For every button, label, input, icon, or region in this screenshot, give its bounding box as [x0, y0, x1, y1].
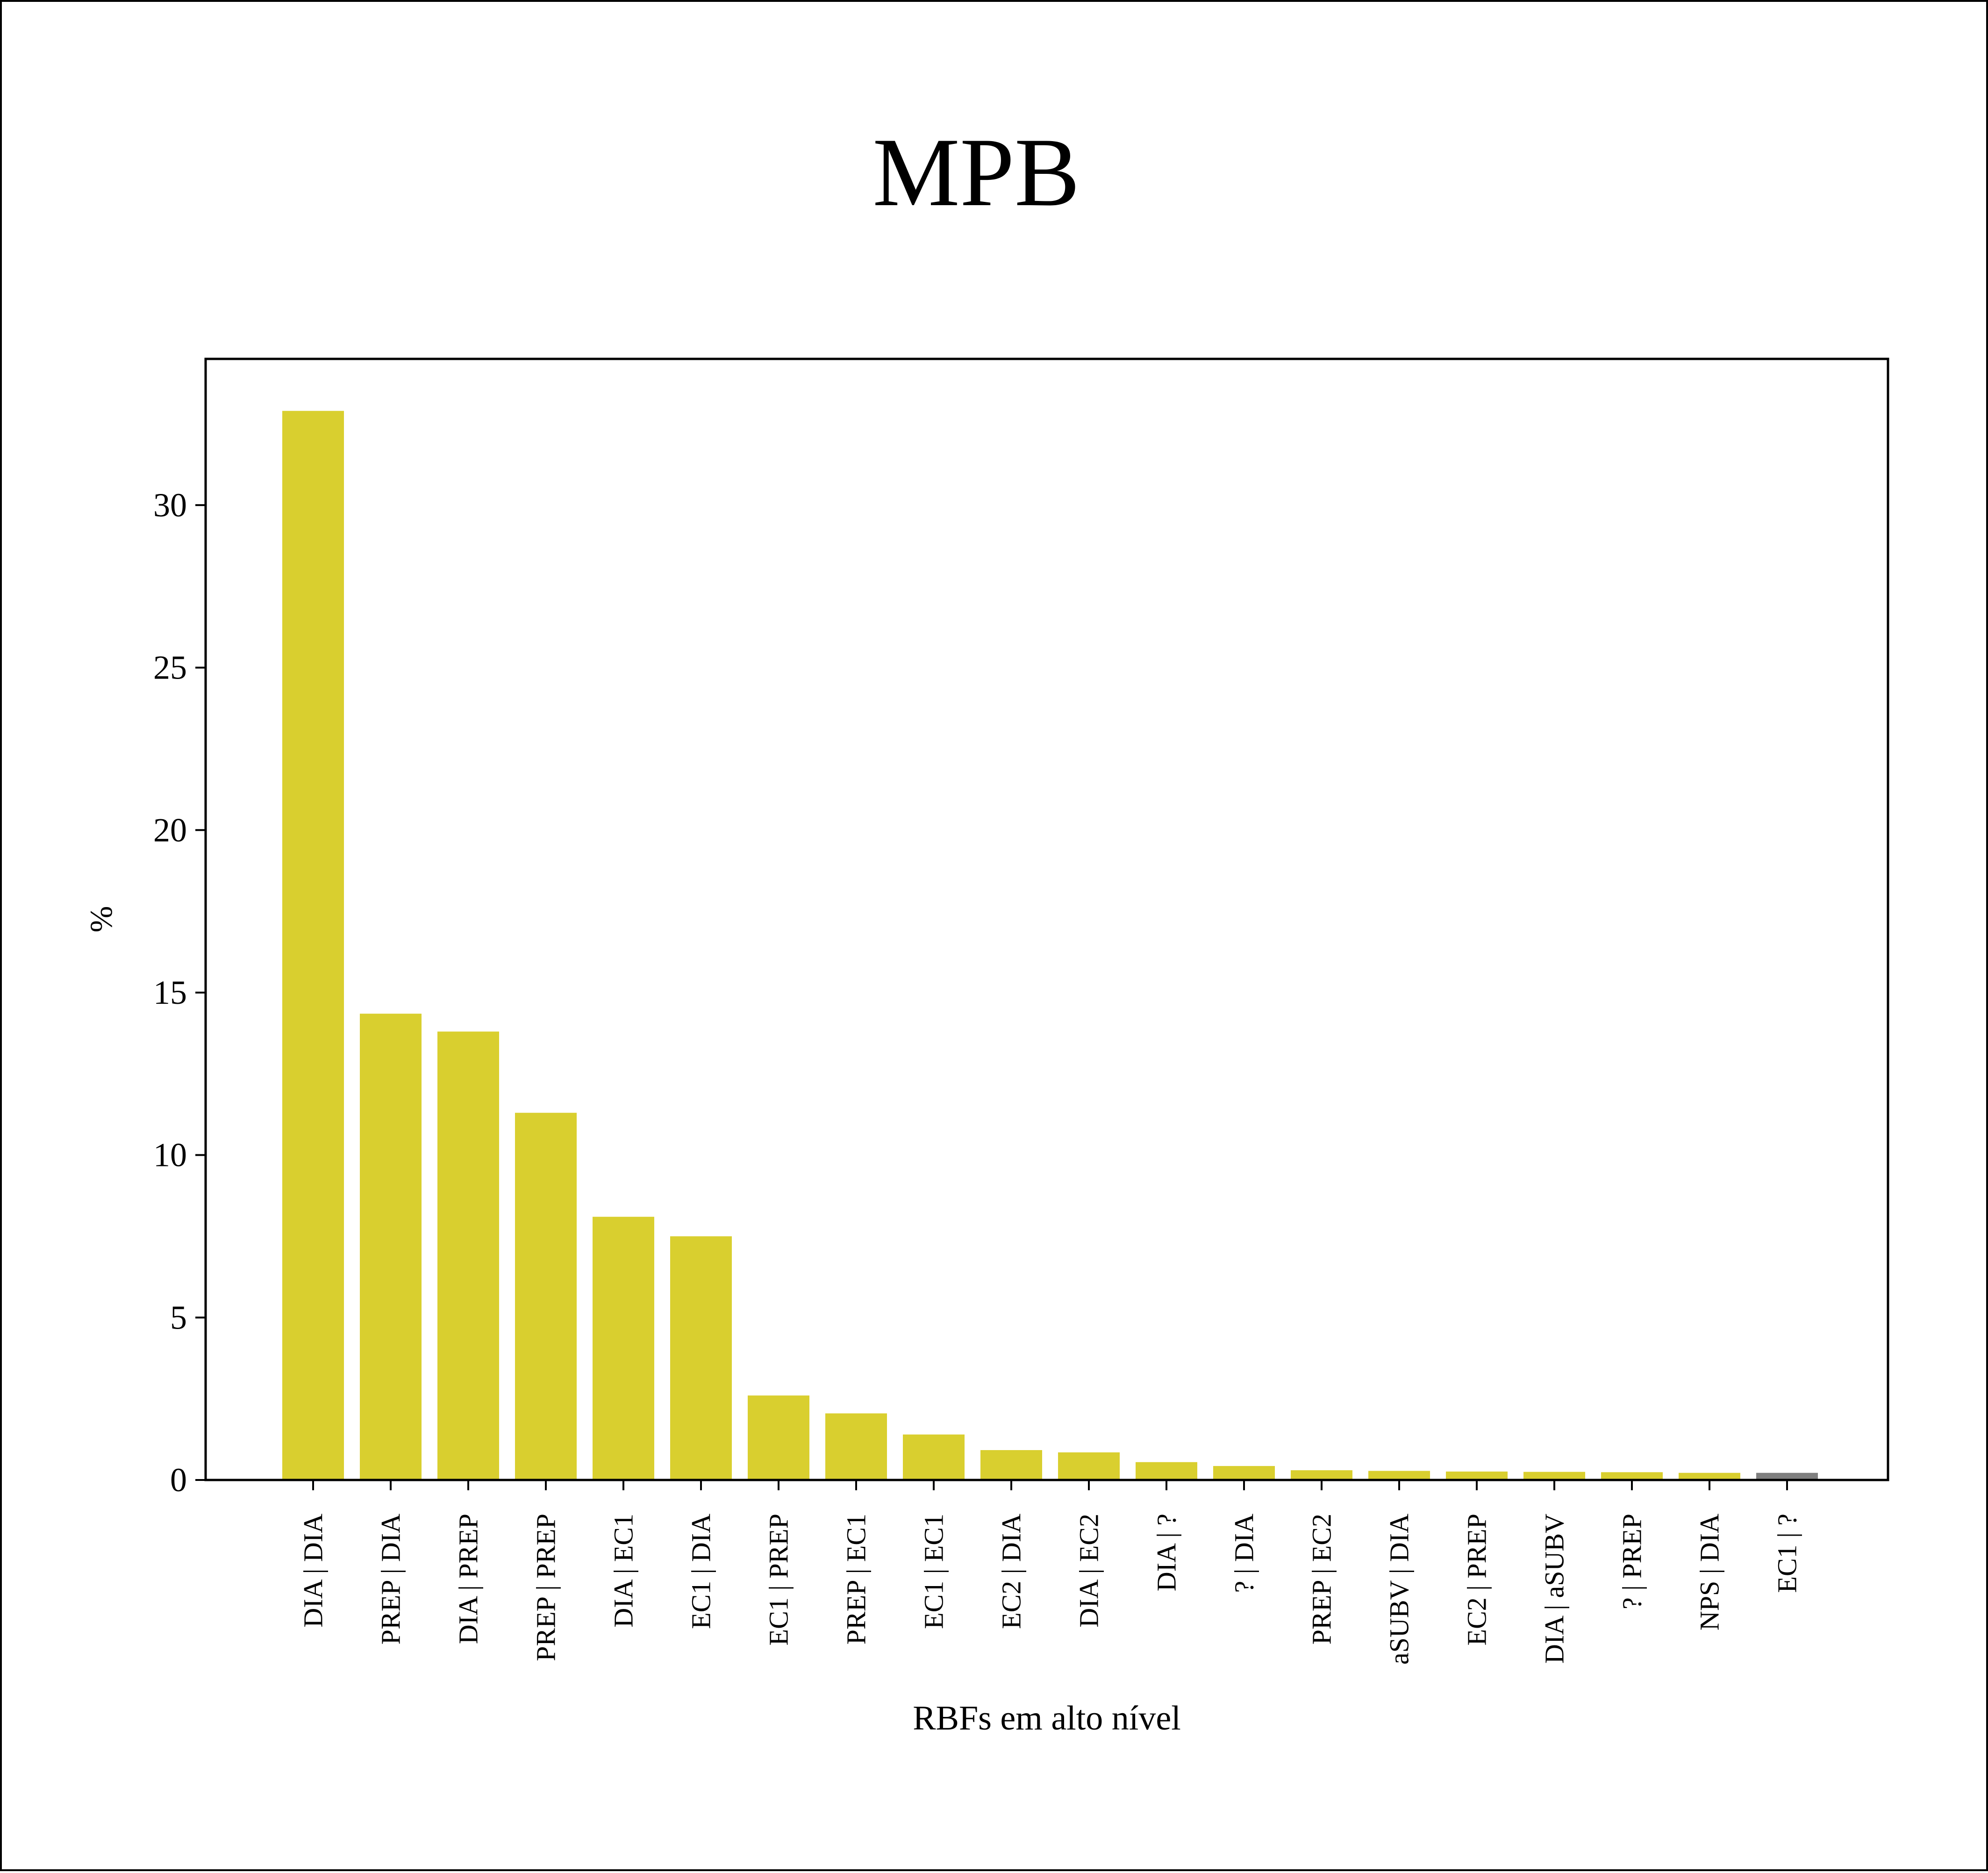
- bar-4: [593, 1216, 654, 1480]
- bar-14: [1368, 1471, 1430, 1480]
- y-tick-label-4: 20: [153, 811, 187, 849]
- x-tick-label-8: EC1 | EC1: [919, 1514, 949, 1629]
- bar-6: [748, 1395, 809, 1480]
- x-tick-label-16: DIA | aSUBV: [1539, 1514, 1570, 1664]
- x-tick-label-10: DIA | EC2: [1074, 1514, 1104, 1628]
- y-tick-label-5: 25: [153, 649, 187, 686]
- bar-10: [1058, 1452, 1120, 1480]
- bar-3: [515, 1113, 577, 1480]
- x-tick-label-7: PREP | EC1: [841, 1514, 872, 1644]
- y-tick-label-1: 5: [170, 1299, 187, 1336]
- bar-1: [360, 1014, 422, 1480]
- x-tick-label-1: PREP | DIA: [376, 1514, 406, 1644]
- x-axis: DIA | DIA PREP | DIA DIA | PREP PREP | PREP…: [298, 1480, 1802, 1665]
- bar-11: [1136, 1462, 1197, 1480]
- x-tick-label-3: PREP | PREP: [531, 1514, 561, 1661]
- bar-9: [980, 1450, 1042, 1480]
- x-tick-label-15: EC2 | PREP: [1462, 1514, 1492, 1645]
- x-tick-label-5: EC1 | DIA: [686, 1514, 716, 1629]
- chart-title: MPB: [872, 118, 1080, 227]
- bar-18: [1679, 1473, 1740, 1480]
- x-tick-label-14: aSUBV | DIA: [1384, 1514, 1415, 1665]
- plot-area-frame: [204, 357, 1889, 1481]
- bar-17: [1601, 1472, 1663, 1480]
- bar-2: [437, 1031, 499, 1480]
- y-axis-label: %: [83, 906, 119, 933]
- bar-0: [282, 411, 344, 1480]
- y-tick-label-0: 0: [170, 1461, 187, 1499]
- x-tick-label-2: DIA | PREP: [453, 1514, 484, 1644]
- y-tick-label-6: 30: [153, 486, 187, 524]
- bar-16: [1523, 1472, 1585, 1480]
- y-tick-label-2: 10: [153, 1137, 187, 1174]
- y-axis: 0 5 10 15 20 25 30: [153, 486, 206, 1499]
- bar-8: [903, 1434, 965, 1480]
- x-tick-label-6: EC1 | PREP: [764, 1514, 794, 1645]
- x-axis-label: RBFs em alto nível: [913, 1699, 1181, 1737]
- bars-group: [282, 411, 1818, 1480]
- bar-13: [1291, 1470, 1352, 1480]
- x-tick-label-13: PREP | EC2: [1307, 1514, 1337, 1644]
- bar-5: [670, 1236, 732, 1480]
- x-tick-label-18: NPS | DIA: [1695, 1514, 1725, 1630]
- bar-7: [825, 1413, 887, 1480]
- x-tick-label-17: ? | PREP: [1617, 1514, 1647, 1609]
- x-tick-label-12: ? | DIA: [1229, 1514, 1259, 1593]
- x-tick-label-4: DIA | EC1: [608, 1514, 639, 1628]
- x-tick-label-0: DIA | DIA: [298, 1514, 329, 1628]
- x-tick-label-11: DIA | ?: [1151, 1514, 1182, 1591]
- x-tick-label-19: EC1 | ?: [1772, 1514, 1802, 1593]
- y-tick-label-3: 15: [153, 974, 187, 1011]
- x-tick-label-9: EC2 | DIA: [996, 1514, 1027, 1629]
- bar-12: [1213, 1466, 1275, 1480]
- bar-19: [1756, 1473, 1818, 1480]
- bar-15: [1446, 1471, 1508, 1480]
